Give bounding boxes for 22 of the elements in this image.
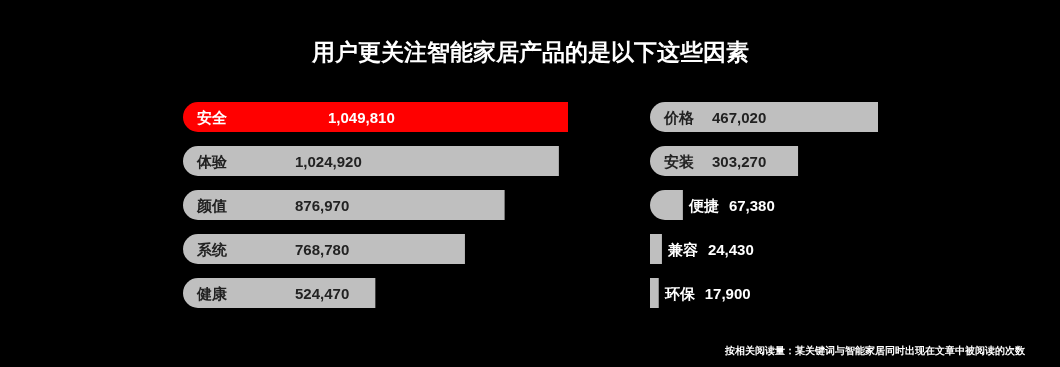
y-tick-label: 环保 <box>663 285 696 302</box>
data-label: 67,380 <box>728 197 775 214</box>
y-tick-label: 便捷 <box>687 197 719 214</box>
chart-title: 用户更关注智能家居产品的是以下这些因素 <box>310 39 749 65</box>
y-tick-label: 安全 <box>197 109 228 126</box>
y-tick-label: 健康 <box>196 285 228 302</box>
y-tick-label: 兼容 <box>666 241 698 258</box>
y-tick-label: 系统 <box>196 241 228 258</box>
y-tick-label: 体验 <box>196 153 228 170</box>
data-label: 1,049,810 <box>328 109 395 126</box>
data-label: 303,270 <box>712 153 767 170</box>
text: 按相关阅读量：某关键词与智能家居同时出现在文章中被阅读的次数 <box>724 345 1026 356</box>
data-label: 876,970 <box>295 197 350 214</box>
y-tick-label: 颜值 <box>196 197 227 214</box>
data-label: 524,470 <box>295 285 350 302</box>
data-label: 1,024,920 <box>295 153 362 170</box>
y-tick-label: 价格 <box>663 109 695 126</box>
data-label: 17,900 <box>704 285 751 302</box>
data-label: 24,430 <box>707 241 754 258</box>
data-label: 768,780 <box>295 241 350 258</box>
data-label: 467,020 <box>712 109 767 126</box>
y-tick-label: 安装 <box>664 153 694 170</box>
